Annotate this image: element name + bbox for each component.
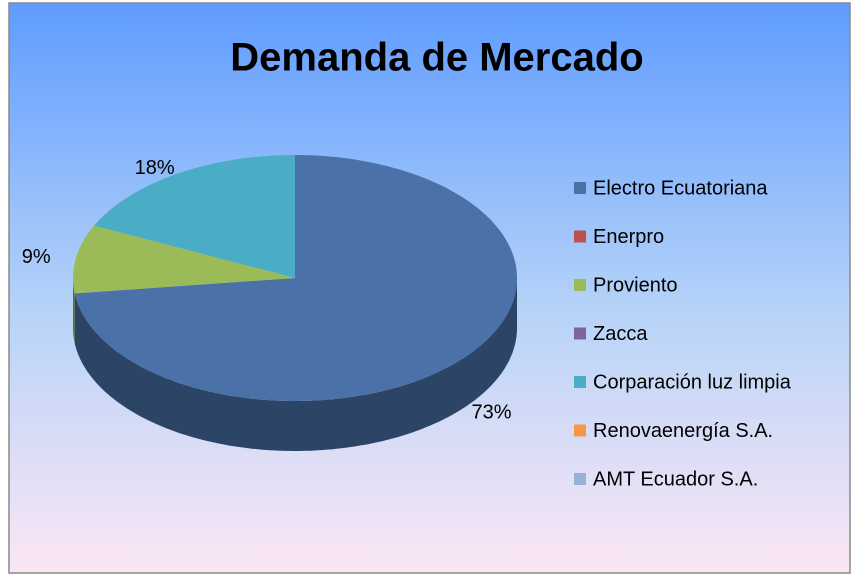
legend-label: Enerpro	[593, 226, 664, 248]
data-label: 73%	[471, 402, 511, 424]
slice	[94, 155, 295, 278]
slice	[73, 225, 295, 294]
legend-swatch	[574, 376, 586, 388]
slice-side	[73, 278, 75, 344]
pie: 73% 9% 18%	[22, 155, 518, 451]
legend-swatch	[574, 279, 586, 291]
data-label: 9%	[22, 246, 51, 268]
legend-label: Renovaenergía S.A.	[593, 420, 773, 442]
legend-label: Zacca	[593, 323, 648, 345]
legend-swatch	[574, 424, 586, 437]
legend-swatch	[574, 327, 586, 340]
legend-label: Corparación luz limpia	[593, 371, 792, 393]
legend-swatch	[574, 230, 586, 243]
data-label: 18%	[135, 157, 175, 179]
legend-label: AMT Ecuador S.A.	[593, 468, 758, 490]
legend-swatch	[574, 182, 586, 194]
legend-label: Proviento	[593, 274, 678, 296]
legend: Electro Ecuatoriana Enerpro Proviento Zacca…	[574, 177, 792, 490]
legend-label: Electro Ecuatoriana	[593, 177, 768, 199]
slice-side	[74, 278, 518, 451]
chart-title: Demanda de Mercado	[230, 36, 643, 80]
legend-swatch	[574, 473, 586, 485]
slice	[74, 155, 518, 401]
